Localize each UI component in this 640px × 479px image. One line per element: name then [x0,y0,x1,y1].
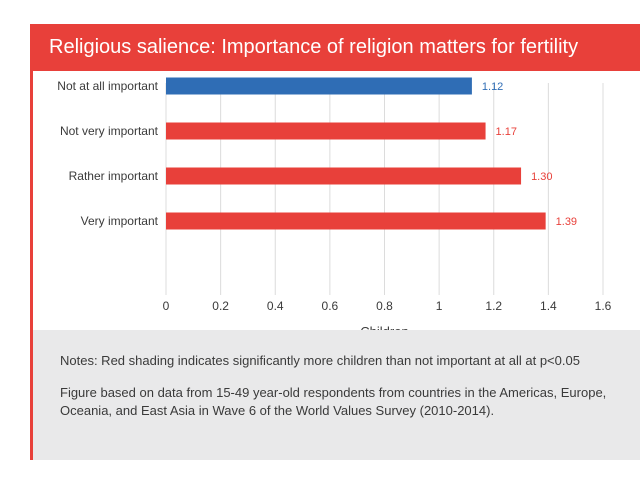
x-tick-label-3: 0.6 [322,299,339,313]
value-label-2: 1.30 [531,171,552,183]
notes-panel: Notes: Red shading indicates significant… [33,330,640,460]
x-tick-label-8: 1.6 [595,299,612,313]
x-tick-label-4: 0.8 [376,299,393,313]
x-tick-label-7: 1.4 [540,299,557,313]
bar-3 [166,212,546,230]
value-label-0: 1.12 [482,81,503,93]
x-tick-label-1: 0.2 [212,299,229,313]
notes-source: Figure based on data from 15-49 year-old… [60,385,607,418]
chart-title: Religious salience: Importance of religi… [33,24,640,71]
bar-chart: Not at all important 1.12 Not very importa… [57,77,612,339]
category-label-0: Not at all important [57,79,158,93]
x-tick-label-5: 1 [436,299,443,313]
value-label-1: 1.17 [496,126,517,138]
value-label-3: 1.39 [556,216,577,228]
x-tick-label-0: 0 [163,299,170,313]
chart-area: Not at all important 1.12 Not very importa… [33,71,640,353]
bar-1 [166,122,486,140]
notes-significance: Notes: Red shading indicates significant… [60,353,580,368]
category-label-2: Rather important [69,169,159,183]
category-label-1: Not very important [60,124,159,138]
x-tick-label-2: 0.4 [267,299,284,313]
bar-0 [166,77,472,95]
chart-card: Religious salience: Importance of religi… [30,24,640,460]
bar-2 [166,167,522,185]
x-tick-label-6: 1.2 [485,299,502,313]
category-label-3: Very important [81,214,159,228]
